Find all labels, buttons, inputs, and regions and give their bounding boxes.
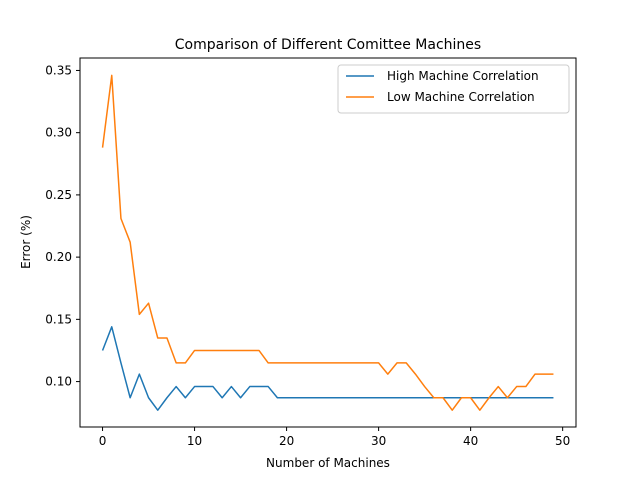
chart-title: Comparison of Different Comittee Machine… bbox=[175, 37, 481, 53]
x-tick-label: 10 bbox=[187, 434, 202, 448]
y-axis-label: Error (%) bbox=[19, 215, 33, 269]
y-tick-label: 0.20 bbox=[45, 250, 72, 264]
x-tick-label: 50 bbox=[555, 434, 570, 448]
y-tick-label: 0.35 bbox=[45, 63, 72, 77]
legend: High Machine Correlation Low Machine Corr… bbox=[337, 64, 570, 114]
x-axis: 0 10 20 30 40 50 bbox=[99, 427, 570, 448]
series-line-1 bbox=[101, 326, 554, 411]
legend-box bbox=[337, 64, 570, 114]
x-tick-label: 40 bbox=[463, 434, 478, 448]
y-axis: 0.10 0.15 0.20 0.25 0.30 0.35 bbox=[45, 63, 80, 389]
x-axis-label: Number of Machines bbox=[266, 456, 390, 470]
y-tick-label: 0.30 bbox=[45, 126, 72, 140]
legend-label-2: Low Machine Correlation bbox=[387, 90, 535, 104]
y-tick-label: 0.25 bbox=[45, 188, 72, 202]
y-tick-label: 0.15 bbox=[45, 312, 72, 326]
x-tick-label: 30 bbox=[371, 434, 386, 448]
y-tick-label: 0.10 bbox=[45, 375, 72, 389]
legend-label-1: High Machine Correlation bbox=[387, 69, 539, 83]
plot-frame bbox=[79, 57, 577, 428]
x-tick-label: 20 bbox=[279, 434, 294, 448]
plot-area bbox=[101, 74, 554, 411]
x-tick-label: 0 bbox=[99, 434, 107, 448]
series-line-2 bbox=[101, 74, 554, 411]
